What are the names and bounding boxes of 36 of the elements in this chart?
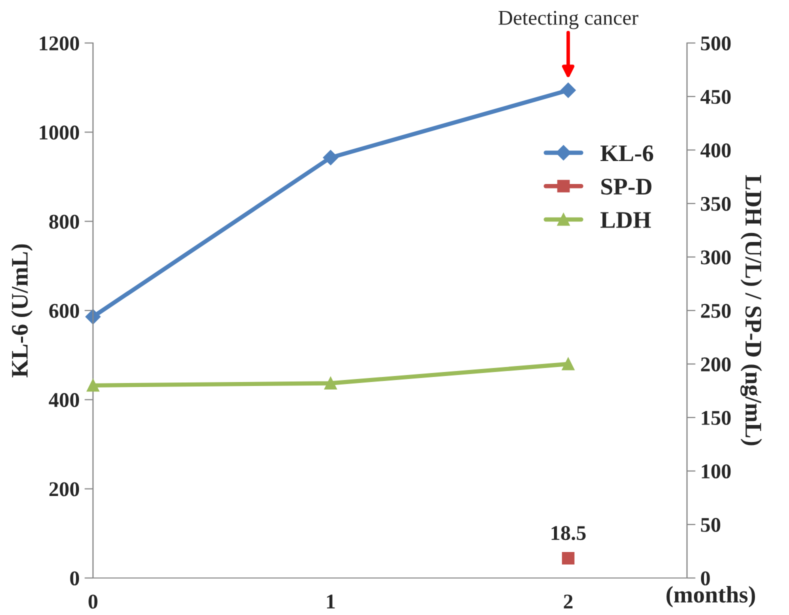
x-tick-label: 0 (88, 594, 98, 609)
data-label: 18.5 (552, 526, 586, 540)
y2-tick-label: 200 (701, 357, 731, 372)
point (85, 309, 101, 324)
point (86, 379, 100, 392)
y2-tick-label: 100 (702, 464, 731, 478)
y2-tick-label: 400 (700, 143, 731, 158)
y-tick-label: 200 (49, 482, 80, 496)
x-tick-label: 1 (327, 594, 335, 608)
y-tick-label: 1200 (40, 36, 80, 50)
point (562, 358, 574, 370)
legend-label: SP-D (601, 178, 652, 195)
x-tick-label: 2 (564, 594, 573, 608)
legend-label: KL-6 (600, 145, 654, 162)
y2-tick-label: 300 (700, 250, 731, 264)
y2-tick-label: 0 (700, 571, 710, 586)
y2-tick-label: 350 (700, 196, 731, 211)
point (323, 150, 338, 166)
point (324, 377, 337, 390)
y-tick-label: 1000 (40, 126, 80, 140)
y2-tick-label: 250 (701, 304, 731, 318)
y-tick-label: 600 (49, 304, 80, 318)
y-tick-label: 800 (49, 214, 80, 229)
y2-tick-label: 50 (701, 518, 720, 532)
y-tick-label: 400 (48, 393, 80, 408)
legend-label: LDH (600, 212, 651, 228)
annotation: Detecting cancer (498, 10, 638, 30)
point (560, 82, 576, 98)
y2-tick-label: 450 (700, 90, 731, 104)
y-tick-label: 0 (70, 571, 80, 586)
point (562, 552, 574, 564)
y-axis-title: KL-6 (U/mL) (11, 244, 33, 378)
y2-tick-label: 500 (701, 36, 731, 50)
x-axis-title: (months) (666, 586, 755, 608)
y2-tick-label: 150 (702, 410, 731, 425)
y2-axis-title: LDH (U/L) / SP-D (ng/mL) (740, 175, 762, 446)
